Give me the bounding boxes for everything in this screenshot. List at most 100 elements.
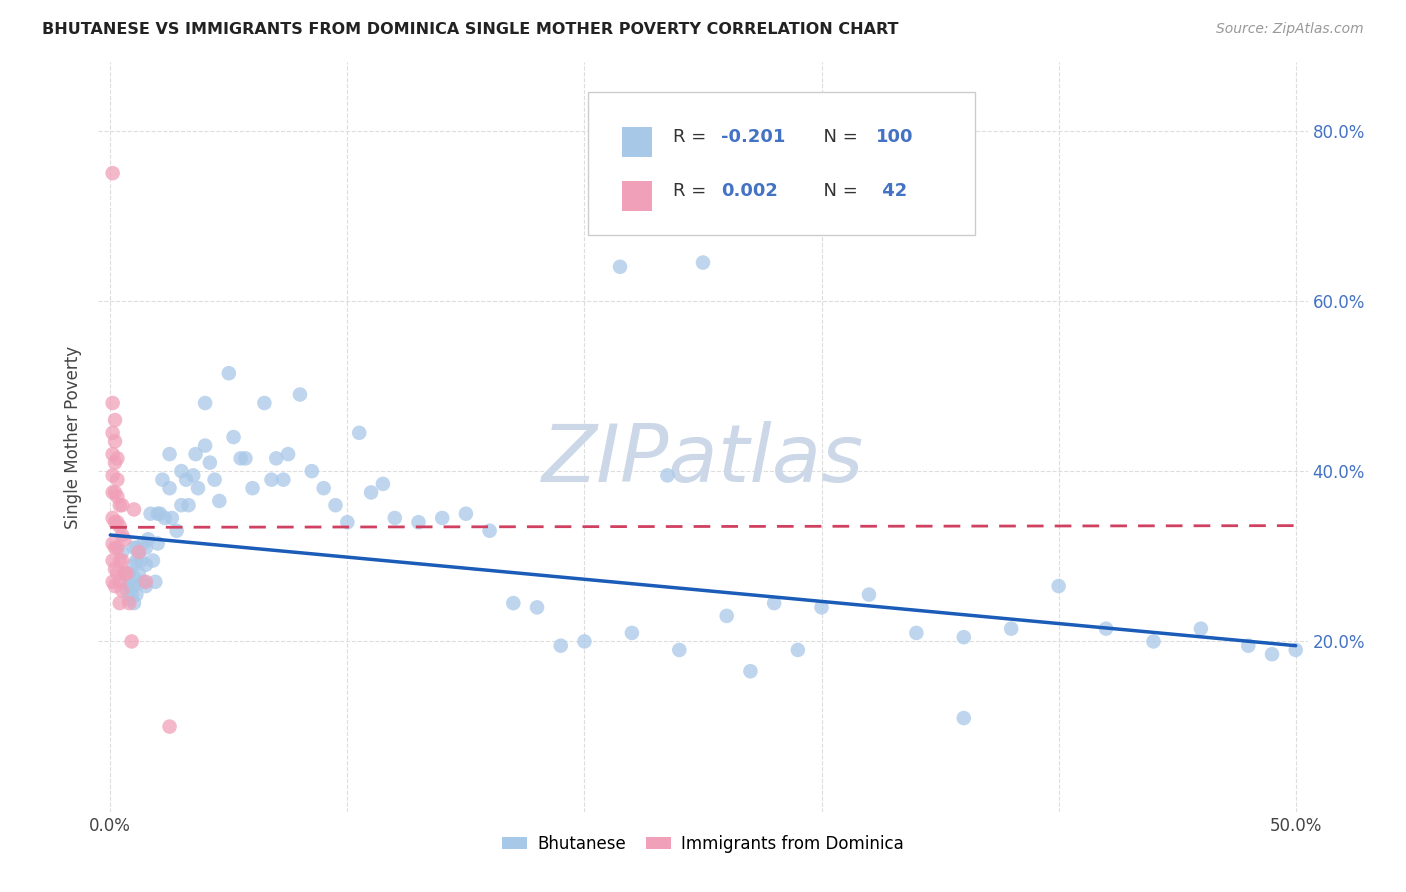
Point [108, 553, 131, 567]
Point [121, 579, 143, 593]
Point [170, 498, 193, 512]
Point [128, 545, 150, 559]
Point [125, 553, 148, 567]
Text: Source: ZipAtlas.com: Source: ZipAtlas.com [1216, 22, 1364, 37]
FancyBboxPatch shape [588, 93, 976, 235]
Point [478, 524, 501, 538]
Point [432, 511, 454, 525]
Point [325, 498, 347, 512]
Point [502, 596, 524, 610]
Point [574, 634, 596, 648]
Point [101, 536, 124, 550]
Point [194, 396, 217, 410]
Point [347, 425, 370, 440]
Point [277, 447, 299, 461]
Point [550, 639, 572, 653]
Point [125, 541, 148, 555]
Point [101, 485, 124, 500]
Point [740, 664, 762, 678]
Point [204, 473, 226, 487]
Point [408, 515, 430, 529]
Point [128, 566, 150, 581]
Point [122, 502, 145, 516]
Point [118, 566, 141, 581]
Point [135, 579, 157, 593]
Point [108, 519, 131, 533]
Point [122, 558, 145, 572]
Point [118, 591, 141, 606]
Point [153, 511, 176, 525]
Point [786, 643, 808, 657]
Point [620, 626, 643, 640]
Point [118, 579, 141, 593]
Point [101, 425, 124, 440]
Point [170, 464, 193, 478]
Text: R =: R = [672, 182, 711, 200]
Point [101, 553, 124, 567]
Point [114, 533, 136, 547]
Point [108, 596, 131, 610]
Point [105, 566, 128, 581]
Point [135, 558, 157, 572]
Point [122, 571, 145, 585]
Point [105, 451, 128, 466]
Point [104, 579, 127, 593]
Point [122, 579, 145, 593]
Point [111, 545, 134, 559]
Point [132, 574, 155, 589]
Point [135, 541, 157, 555]
Point [149, 507, 172, 521]
Point [371, 476, 394, 491]
Point [301, 464, 323, 478]
Text: BHUTANESE VS IMMIGRANTS FROM DOMINICA SINGLE MOTHER POVERTY CORRELATION CHART: BHUTANESE VS IMMIGRANTS FROM DOMINICA SI… [42, 22, 898, 37]
Point [122, 596, 145, 610]
Text: R =: R = [672, 128, 711, 145]
Point [242, 481, 264, 495]
Point [229, 451, 252, 466]
Point [104, 541, 127, 555]
Point [118, 596, 141, 610]
Point [111, 583, 134, 598]
Point [105, 541, 128, 555]
Point [166, 524, 188, 538]
Point [132, 536, 155, 550]
Point [1142, 634, 1164, 648]
Point [128, 545, 150, 559]
Point [111, 498, 134, 512]
Point [115, 583, 138, 598]
Text: 100: 100 [876, 128, 914, 145]
Point [253, 396, 276, 410]
Point [657, 468, 679, 483]
Text: ZIPatlas: ZIPatlas [541, 420, 865, 499]
Point [1285, 643, 1308, 657]
Point [104, 562, 127, 576]
Text: 0.002: 0.002 [721, 182, 778, 200]
Point [288, 387, 311, 401]
Point [152, 473, 174, 487]
Point [174, 473, 197, 487]
Point [108, 498, 131, 512]
Point [105, 490, 128, 504]
Text: -0.201: -0.201 [721, 128, 786, 145]
Point [105, 473, 128, 487]
Point [858, 588, 880, 602]
Point [101, 574, 124, 589]
Point [952, 630, 974, 644]
Point [111, 528, 134, 542]
Point [136, 533, 159, 547]
Point [609, 260, 631, 274]
Point [115, 566, 138, 581]
Point [1047, 579, 1070, 593]
Point [125, 588, 148, 602]
Point [218, 366, 240, 380]
Point [1237, 639, 1260, 653]
Point [1261, 647, 1284, 661]
Point [1095, 622, 1118, 636]
FancyBboxPatch shape [621, 181, 652, 211]
Point [177, 498, 200, 512]
Point [121, 588, 143, 602]
Point [264, 451, 287, 466]
Point [198, 456, 221, 470]
Point [101, 511, 124, 525]
Point [763, 596, 786, 610]
